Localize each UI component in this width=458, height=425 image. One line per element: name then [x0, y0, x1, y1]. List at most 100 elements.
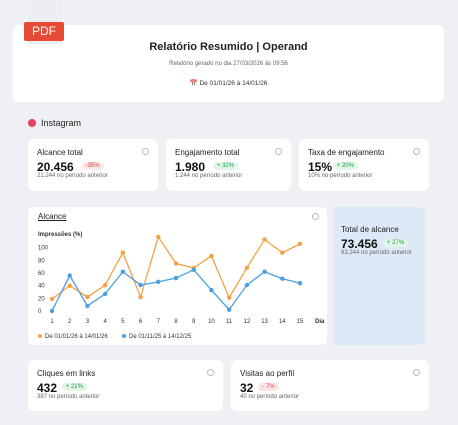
- metric-card: Taxa de engajamento 15% + 20% 10% no períod…: [299, 139, 429, 191]
- data-point: [209, 287, 214, 293]
- metric-label: Engajamento total: [175, 148, 240, 157]
- pdf-badge: PDF: [24, 22, 64, 41]
- data-point: [49, 308, 55, 314]
- metric-previous: 21.244 no período anterior: [37, 173, 108, 179]
- metric-label: Taxa de engajamento: [308, 148, 385, 157]
- data-point: [191, 267, 196, 273]
- data-point: [297, 241, 303, 247]
- metric-card: Cliques em links 432 + 21% 387 no período a…: [28, 360, 223, 411]
- metric-change: + 20%: [332, 162, 358, 170]
- data-point: [102, 291, 108, 297]
- data-point: [138, 294, 143, 300]
- data-point: [67, 283, 72, 288]
- x-tick-label: 13: [261, 319, 268, 325]
- date-range: 📅 De 01/01/26 à 14/01/26: [189, 80, 268, 87]
- metric-value: 1.980: [175, 160, 206, 174]
- x-tick-label: 8: [174, 319, 178, 325]
- metric-label: Visitas ao perfil: [240, 369, 295, 378]
- x-tick-label: 14: [279, 319, 286, 325]
- metric-value: 32: [240, 381, 254, 395]
- y-tick-label: 0: [38, 309, 42, 315]
- x-tick-label: 12: [244, 319, 251, 325]
- y-tick-label: 60: [38, 271, 45, 277]
- data-point: [102, 282, 108, 288]
- metric-label: Cliques em links: [37, 369, 96, 378]
- metric-card: Visitas ao perfil 32 - 7% 40 no período ant…: [231, 360, 429, 411]
- y-tick-label: 100: [38, 246, 49, 252]
- total-previous: 63.244 no período anterior: [341, 250, 412, 256]
- info-icon: [142, 148, 149, 155]
- metric-value: 15%: [308, 160, 333, 174]
- y-axis-label: Impressões (%): [38, 232, 82, 238]
- data-point: [173, 261, 179, 266]
- x-tick-label: 9: [192, 319, 196, 325]
- x-axis-label: Dia: [315, 319, 325, 325]
- x-tick-label: 11: [226, 319, 233, 325]
- metric-change: + 21%: [61, 383, 87, 391]
- total-label: Total de alcance: [341, 225, 399, 234]
- data-point: [226, 307, 232, 312]
- data-point: [173, 275, 179, 281]
- data-point: [85, 303, 90, 309]
- metric-value: 432: [37, 381, 58, 395]
- data-point: [280, 250, 285, 255]
- instagram-icon: [28, 119, 36, 127]
- data-point: [156, 234, 161, 240]
- data-point: [280, 276, 285, 281]
- metric-card: Engajamento total 1.980 + 32% 1.244 no perí…: [166, 139, 291, 191]
- x-tick-label: 15: [297, 319, 304, 325]
- data-point: [262, 269, 267, 274]
- chart-title: Alcance: [38, 212, 67, 221]
- metric-change: -35%: [81, 162, 104, 170]
- data-point: [156, 279, 161, 285]
- x-tick-label: 6: [139, 319, 143, 325]
- y-tick-label: 20: [38, 296, 45, 302]
- date-range-text: De 01/01/26 à 14/01/26: [199, 80, 268, 87]
- metric-change: + 32%: [213, 162, 239, 170]
- x-tick-label: 5: [121, 319, 125, 325]
- metric-previous: 1.244 no período anterior: [175, 173, 243, 179]
- metric-previous: 40 no período anterior: [240, 394, 300, 400]
- x-tick-label: 2: [68, 319, 72, 325]
- data-point: [67, 273, 72, 278]
- data-point: [85, 294, 90, 300]
- data-point: [138, 282, 143, 288]
- metric-change: - 7%: [258, 383, 279, 391]
- data-point: [209, 253, 214, 259]
- data-point: [120, 269, 126, 274]
- x-tick-label: 7: [157, 319, 161, 325]
- metric-card: Alcance total 20.456 -35% 21.244 no período…: [28, 139, 158, 191]
- data-point: [120, 250, 126, 255]
- total-card: Total de alcance 73.456 + 27% 63.244 no …: [333, 207, 425, 345]
- legend-swatch: [38, 334, 42, 338]
- total-change: + 27%: [383, 239, 409, 247]
- x-tick-label: 1: [50, 319, 54, 325]
- info-icon: [312, 213, 319, 220]
- generated-at: Relatório gerado no dia 27/03/2026 às 09…: [169, 61, 288, 67]
- x-tick-label: 4: [103, 319, 107, 325]
- data-point: [262, 237, 267, 242]
- metric-value: 20.456: [37, 160, 74, 174]
- series-line: [51, 235, 301, 300]
- x-tick-label: 10: [208, 319, 215, 325]
- data-point: [226, 295, 232, 300]
- metric-previous: 387 no período anterior: [37, 394, 100, 400]
- data-point: [297, 280, 303, 286]
- report-title: Relatório Resumido | Operand: [149, 41, 308, 53]
- legend-label: De 01/11/25 à 14/12/25: [129, 334, 192, 340]
- header-card: Relatório Resumido | Operand Relatório g…: [13, 25, 444, 102]
- data-point: [49, 296, 55, 302]
- legend-label: De 01/01/26 à 14/01/26: [45, 334, 108, 340]
- section-title: Instagram: [41, 118, 82, 128]
- info-icon: [275, 148, 282, 155]
- info-icon: [413, 148, 420, 155]
- total-value: 73.456: [341, 237, 378, 251]
- y-tick-label: 40: [38, 284, 45, 290]
- x-tick-label: 3: [86, 319, 90, 325]
- data-point: [244, 282, 250, 288]
- metric-label: Alcance total: [37, 148, 83, 157]
- metric-previous: 10% no período anterior: [308, 173, 373, 179]
- legend-swatch: [122, 334, 126, 338]
